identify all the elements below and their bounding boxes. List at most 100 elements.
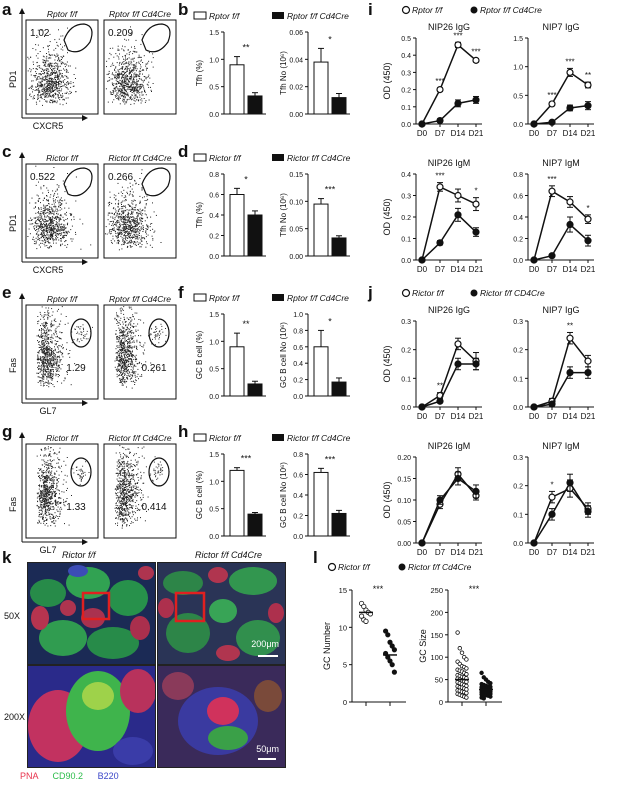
scatter-ytick: 0 — [439, 698, 443, 707]
elisa-ytick: 1.5 — [513, 36, 523, 43]
legend-l-ctrl: Rictor f/f — [338, 562, 371, 572]
bar-ytick: 1.0 — [209, 339, 219, 346]
data-point — [488, 694, 493, 699]
bar-ytick: 0.2 — [293, 378, 303, 385]
legend-f-ctrl: Rptor f/f — [209, 293, 241, 303]
elisa-title: NIP7 IgM — [542, 441, 580, 451]
panel-letter-j: j — [368, 283, 373, 302]
data-point — [548, 100, 556, 108]
series-ctrl — [418, 182, 480, 264]
scatter-ytick: 250 — [430, 586, 443, 595]
flow-svg-e: Fas GL7 Rptor f/f 1.29 Rptor f/f Cd4Cre 0.261 — [8, 293, 177, 416]
bar-chart-f-1: 0.0 0.5 1.0 1.5 GC B cell (%) ** — [195, 312, 266, 401]
elisa-ytick: 0.2 — [513, 237, 523, 244]
elisa-ytick: 0.15 — [397, 477, 411, 484]
data-point — [464, 695, 469, 700]
micro-stain-legend: PNA CD90.2 B220 — [20, 771, 119, 781]
data-point — [436, 496, 444, 504]
data-point — [584, 368, 592, 377]
scatter-svg-l: Rictor f/f Rictor f/f Cd4Cre 0 5 10 15 GC Numb… — [322, 562, 502, 707]
elisa-ytick: 0.2 — [513, 348, 523, 355]
data-point — [454, 191, 462, 200]
elisa-ytick: 0.1 — [513, 512, 523, 519]
bar-ytick: 0.5 — [209, 507, 219, 514]
significance-mark: *** — [325, 185, 336, 195]
flow-e-ylabel: Fas — [8, 357, 18, 373]
legend-ctrl-marker — [401, 288, 411, 298]
flow-g-left-title: Rictor f/f — [46, 433, 79, 443]
significance-mark: *** — [547, 91, 556, 100]
elisa-ytick: 0.4 — [401, 53, 411, 60]
flow-g-left-plot — [25, 443, 99, 539]
flow-e-right-plot — [103, 304, 177, 400]
legend-i-ko: Rptor f/f Cd4Cre — [480, 5, 542, 15]
series-ctrl — [418, 467, 480, 547]
elisa-ytick: 0.0 — [513, 258, 523, 265]
bar-ytick: 1.5 — [209, 30, 219, 37]
flow-a-right-value: 0.209 — [108, 28, 133, 39]
elisa-xtick: D0 — [417, 412, 428, 421]
error-bar — [234, 187, 240, 195]
elisa-chart-i-3: NIP26 IgM 0.0 0.1 0.2 0.3 0.4 D0 D7 D14 D21 OD (45… — [382, 158, 484, 274]
zoom-box — [81, 591, 111, 621]
error-bar — [252, 92, 258, 96]
legend-ko-swatch — [272, 294, 284, 301]
data-point — [566, 104, 574, 112]
elisa-ylabel: OD (450) — [382, 481, 392, 518]
elisa-xtick: D21 — [581, 265, 596, 274]
bar-ytick: 0.2 — [293, 514, 303, 521]
error-bar — [318, 198, 324, 205]
bar-ko — [247, 383, 263, 397]
significance-mark: ** — [242, 43, 250, 53]
bar-ko — [331, 237, 347, 257]
series-ko — [479, 670, 493, 701]
flow-c-left-value: 0.522 — [30, 172, 55, 183]
elisa-xtick: D0 — [529, 548, 540, 557]
elisa-ytick: 0.3 — [401, 319, 411, 326]
micro-ko-50x-svg — [158, 563, 285, 664]
elisa-title: NIP26 IgM — [428, 441, 471, 451]
flow-g-ylabel: Fas — [8, 496, 18, 512]
significance-mark: ** — [585, 71, 591, 80]
data-point — [472, 487, 480, 495]
flow-c-right-title: Rictor f/f Cd4Cre — [108, 153, 172, 163]
bar-ytick: 0.8 — [209, 172, 219, 179]
bar-ytick: 0.04 — [289, 57, 303, 64]
bar-ko — [331, 97, 347, 115]
data-point — [363, 618, 369, 624]
flow-svg-a: PD1 CXCR5 Rptor f/f 1.02 Rptor f/f Cd4Cre 0.2… — [8, 8, 177, 131]
bar-ylabel: GC B cell No (10⁶) — [279, 322, 288, 388]
data-point — [566, 68, 574, 77]
flow-c-left-title: Rictor f/f — [46, 153, 79, 163]
legend-f-ko: Rptor f/f Cd4Cre — [287, 293, 349, 303]
flow-a-xlabel: CXCR5 — [33, 121, 64, 131]
bar-ytick: 0.4 — [293, 361, 303, 368]
bar-ytick: 0.0 — [209, 394, 219, 401]
series-ctrl — [455, 630, 469, 700]
data-point — [436, 397, 444, 405]
flow-a-left-value: 1.02 — [30, 28, 50, 39]
significance-mark: *** — [325, 454, 336, 464]
flow-c-right-value: 0.266 — [108, 172, 133, 183]
micro-col-left-label: Rictor f/f — [62, 550, 96, 560]
elisa-xtick: D14 — [451, 129, 466, 138]
legend-ko-marker — [470, 289, 478, 297]
significance-mark: *** — [435, 172, 444, 181]
elisa-ytick: 0.20 — [397, 455, 411, 462]
elisa-ylabel: OD (450) — [382, 62, 392, 99]
elisa-panel-j: Rictor f/f Rictor f/f CD4Cre NIP26 IgG 0.0 0… — [378, 287, 614, 562]
elisa-chart-j-4: NIP7 IgM 0.0 0.1 0.2 0.3 D0 D7 D14 D21 * — [513, 441, 596, 557]
data-point — [464, 657, 469, 662]
bar-ctrl — [313, 61, 329, 115]
elisa-chart-j-1: NIP26 IgG 0.0 0.1 0.2 0.3 D0 D7 D14 D21 OD (450) *… — [382, 305, 484, 421]
scatter-panel-l: Rictor f/f Rictor f/f Cd4Cre 0 5 10 15 GC Numb… — [318, 560, 518, 720]
elisa-ytick: 0.3 — [401, 70, 411, 77]
legend-ko-marker — [398, 563, 406, 571]
elisa-xtick: D7 — [547, 548, 558, 557]
data-point — [361, 603, 367, 610]
data-point — [530, 256, 538, 264]
bar-ytick: 0.5 — [209, 367, 219, 374]
data-point — [584, 215, 592, 223]
error-bar — [318, 467, 324, 473]
bar-ytick: 0.2 — [209, 234, 219, 241]
